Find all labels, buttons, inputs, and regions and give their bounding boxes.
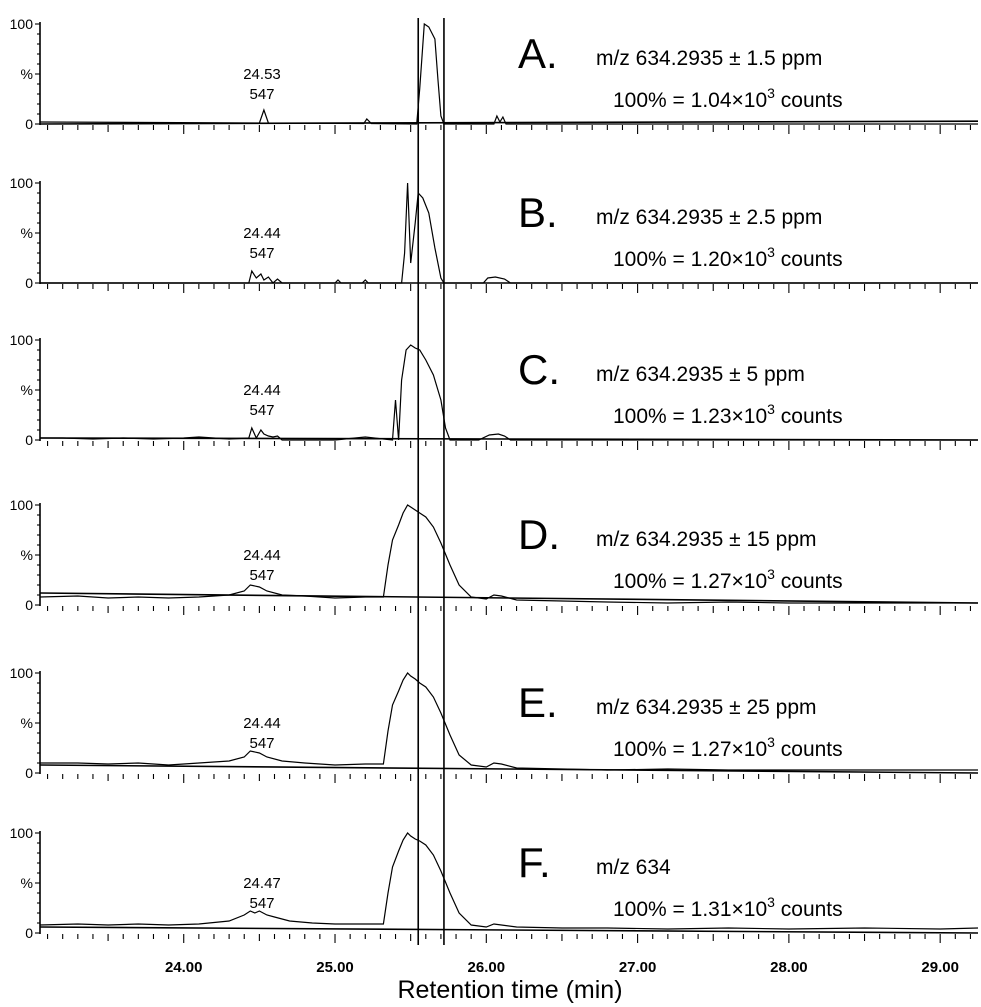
x-tick-label: 25.00 [316, 959, 354, 976]
panel-d: 0% 100 24.44 547 D. m/z 634.2935 ± 15 ppm 100%… [10, 497, 979, 615]
peak-rt-label: 24.47 [243, 875, 281, 892]
panel-scale: 100% = 1.20×103 counts [613, 244, 843, 271]
panel-letter: D. [518, 511, 560, 558]
chromatogram-trace [39, 22, 978, 125]
x-tick-labels: 24.00 25.00 26.00 27.00 28.00 29.00 [165, 959, 959, 976]
baseline [39, 120, 979, 125]
peak-area-label: 547 [249, 567, 274, 584]
peak-area-label: 547 [249, 895, 274, 912]
panel-letter: B. [518, 189, 558, 236]
y-tick-label: % [21, 66, 33, 82]
panel-letter: A. [518, 30, 558, 77]
y-tick-label: 100 [10, 332, 34, 348]
panel-scale: 100% = 1.27×103 counts [613, 566, 843, 593]
y-tick-label: 100 [10, 16, 34, 32]
peak-area-label: 547 [249, 735, 274, 752]
panel-scale: 100% = 1.23×103 counts [613, 401, 843, 428]
peak-area-label: 547 [249, 245, 274, 262]
y-tick-label: % [21, 382, 33, 398]
panel-title: m/z 634 [596, 856, 671, 879]
panel-f: 0% 100 24.47 547 F. m/z 634 100% = 1.31×103 co… [10, 825, 979, 943]
peak-rt-label: 24.44 [243, 547, 281, 564]
chromatogram-trace [40, 344, 978, 441]
panel-title: m/z 634.2935 ± 2.5 ppm [596, 206, 822, 229]
panel-e: 0% 100 24.44 547 E. m/z 634.2935 ± 25 ppm 100%… [10, 665, 979, 783]
baseline [39, 926, 979, 934]
y-tick-label: 0 [25, 925, 33, 941]
y-tick-label: % [21, 875, 33, 891]
panel-letter: C. [518, 346, 560, 393]
panel-scale: 100% = 1.31×103 counts [613, 894, 843, 921]
x-tick-label: 28.00 [770, 959, 808, 976]
panel-letter: F. [518, 839, 551, 886]
panel-title: m/z 634.2935 ± 1.5 ppm [596, 47, 822, 70]
chromatogram-trace [39, 832, 979, 930]
x-axis-label: Retention time (min) [397, 976, 622, 1004]
y-tick-label: 0 [25, 597, 33, 613]
panel-c: 0% 100 24.44 547 C. m/z 634.2935 ± 5 ppm 100% … [10, 332, 979, 450]
panel-scale: 100% = 1.04×103 counts [613, 85, 843, 112]
y-tick-label: 0 [25, 765, 33, 781]
peak-rt-label: 24.44 [243, 382, 281, 399]
y-tick-label: 0 [25, 116, 33, 132]
y-tick-label: % [21, 715, 33, 731]
chromatogram-trace [40, 672, 978, 771]
baseline [39, 764, 979, 774]
chromatogram-trace [40, 182, 978, 284]
chromatogram-panels: 0% 100 24.53 547 A. m/z 634.2935 ± 1.5 ppm 100… [10, 16, 979, 943]
panel-title: m/z 634.2935 ± 25 ppm [596, 696, 817, 719]
y-tick-label: 100 [10, 825, 34, 841]
y-tick-label: 100 [10, 665, 34, 681]
panel-title: m/z 634.2935 ± 15 ppm [596, 528, 817, 551]
peak-rt-label: 24.44 [243, 715, 281, 732]
peak-rt-label: 24.53 [243, 66, 281, 83]
y-tick-label: 0 [25, 275, 33, 291]
chromatogram-trace [39, 504, 978, 604]
peak-rt-label: 24.44 [243, 225, 281, 242]
panel-scale: 100% = 1.27×103 counts [613, 734, 843, 761]
y-tick-label: % [21, 547, 33, 563]
panel-letter: E. [518, 679, 558, 726]
x-tick-label: 24.00 [165, 959, 203, 976]
peak-area-label: 547 [249, 402, 274, 419]
reference-lines [417, 18, 445, 945]
panel-b: 0% 100 24.44 547 B. m/z 634.2935 ± 2.5 ppm 100… [10, 175, 978, 293]
y-tick-label: % [21, 225, 33, 241]
x-tick-label: 26.00 [468, 959, 506, 976]
panel-a: 0% 100 24.53 547 A. m/z 634.2935 ± 1.5 ppm 100… [10, 16, 979, 134]
peak-area-label: 547 [249, 86, 274, 103]
panel-title: m/z 634.2935 ± 5 ppm [596, 363, 805, 386]
y-tick-label: 0 [25, 432, 33, 448]
x-tick-label: 27.00 [619, 959, 657, 976]
y-tick-label: 100 [10, 175, 34, 191]
x-tick-label: 29.00 [921, 959, 959, 976]
y-tick-label: 100 [10, 497, 34, 513]
